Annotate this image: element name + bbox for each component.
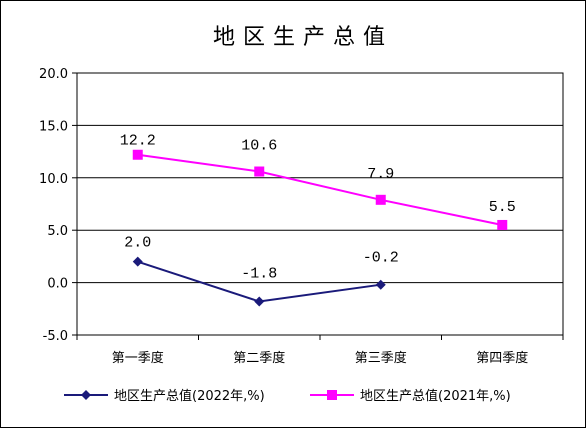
data-point-diamond <box>132 256 143 267</box>
y-tick-label: 0.0 <box>47 277 68 292</box>
data-point-square <box>254 166 265 177</box>
x-category-label: 第四季度 <box>476 350 528 366</box>
data-label: 5.5 <box>489 199 516 216</box>
data-label: 12.2 <box>120 133 156 150</box>
x-category-label: 第三季度 <box>355 350 407 366</box>
legend-marker-diamond <box>81 390 91 400</box>
data-point-diamond <box>375 279 386 290</box>
y-tick-label: 20.0 <box>39 67 68 82</box>
plot-area <box>76 72 564 336</box>
data-label: 7.9 <box>367 166 394 183</box>
legend-label: 地区生产总值(2021年,%) <box>360 388 511 404</box>
data-point-square <box>132 149 143 160</box>
y-tick-label: 10.0 <box>39 172 68 187</box>
data-point-diamond <box>254 296 265 307</box>
x-category-label: 第二季度 <box>233 350 285 366</box>
data-label: -1.8 <box>241 265 277 282</box>
series-line <box>137 153 503 226</box>
chart-title: 地区生产总值 <box>213 25 393 50</box>
legend-marker-square <box>327 390 337 400</box>
y-tick-label: 5.0 <box>47 224 68 239</box>
x-category-label: 第一季度 <box>112 350 164 366</box>
data-label: 2.0 <box>124 235 151 252</box>
legend-label: 地区生产总值(2022年,%) <box>114 388 265 404</box>
data-label: 10.6 <box>241 138 277 155</box>
data-label: -0.2 <box>363 250 399 267</box>
y-tick-label: -5.0 <box>43 329 68 344</box>
y-tick-label: 15.0 <box>39 119 68 134</box>
data-point-square <box>375 194 386 205</box>
data-point-square <box>497 219 508 230</box>
